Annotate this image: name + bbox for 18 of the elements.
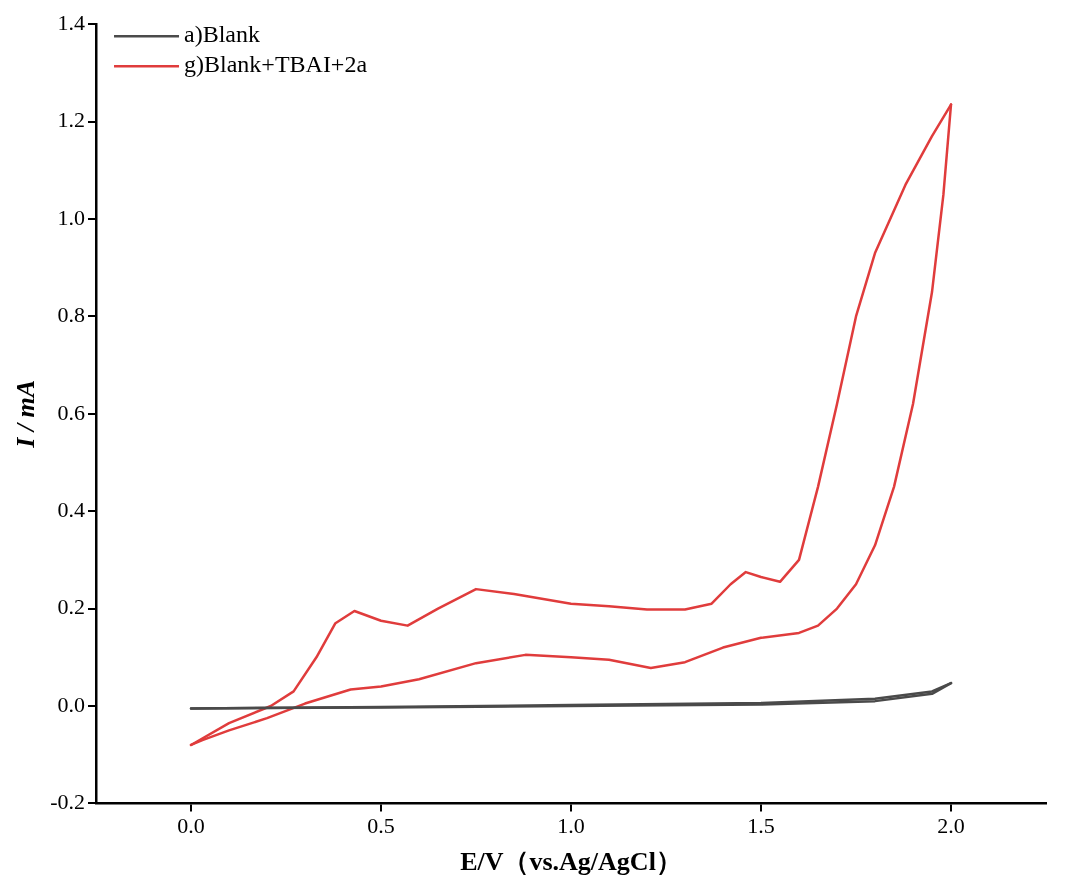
legend-label: g)Blank+TBAI+2a (184, 51, 368, 78)
y-tick-label: 1.0 (57, 204, 86, 230)
y-tick-label: 1.2 (57, 107, 86, 133)
x-tick-label: 1.0 (557, 813, 585, 839)
x-tick-label: 0.5 (367, 813, 395, 839)
x-tick-label: 1.5 (747, 813, 775, 839)
y-tick-label: -0.2 (50, 789, 86, 815)
x-axis-title: E/V（vs.Ag/AgCl） (460, 847, 682, 877)
y-tick-label: 1.4 (57, 9, 86, 35)
y-tick-label: 0.6 (57, 399, 86, 425)
y-tick-label: 0.4 (57, 496, 86, 522)
y-tick-label: 0.2 (57, 594, 86, 620)
x-tick-label: 0.0 (177, 813, 205, 839)
legend-label: a)Blank (184, 21, 261, 48)
y-tick-label: 0.0 (57, 691, 86, 717)
y-tick-label: 0.8 (57, 302, 86, 328)
y-axis-title: I / mA (11, 379, 41, 449)
x-tick-label: 2.0 (937, 813, 965, 839)
